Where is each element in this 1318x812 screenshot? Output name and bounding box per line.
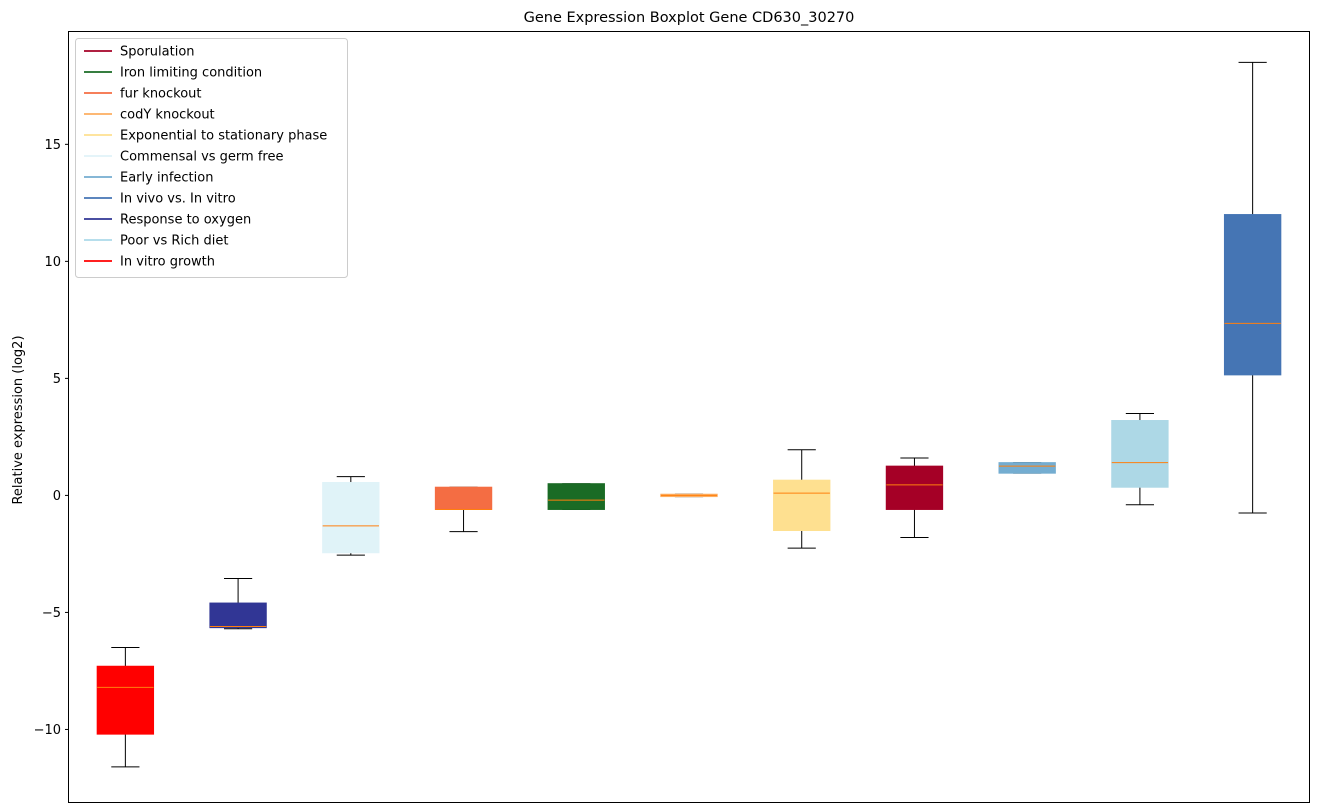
legend-item: Iron limiting condition — [84, 66, 262, 81]
box-8 — [885, 457, 944, 539]
box-4 — [434, 486, 493, 533]
legend-label: Exponential to stationary phase — [120, 129, 327, 144]
box-2 — [209, 577, 267, 630]
box-10 — [1111, 412, 1169, 506]
box-body — [998, 462, 1056, 474]
y-axis-ticks: −10 −5 0 5 10 15 — [34, 138, 69, 738]
box-body — [322, 482, 380, 554]
legend-label: Poor vs Rich diet — [120, 234, 228, 249]
box-body — [1223, 214, 1282, 376]
y-tick-label: −10 — [34, 723, 61, 738]
y-tick-label: 5 — [53, 372, 61, 387]
box-body — [773, 479, 831, 532]
legend-frame — [75, 38, 348, 278]
legend-label: Response to oxygen — [120, 213, 251, 228]
y-tick-label: 15 — [44, 138, 61, 153]
box-body — [547, 483, 605, 510]
y-tick-label: 10 — [44, 255, 61, 270]
legend-item: In vitro growth — [84, 255, 215, 270]
plot-frame — [68, 31, 1310, 803]
legend-label: Early infection — [120, 171, 213, 186]
legend-item: fur knockout — [84, 87, 202, 102]
legend-item: Response to oxygen — [84, 213, 251, 228]
box-body — [209, 602, 267, 629]
box-7 — [773, 449, 831, 549]
legend-label: In vivo vs. In vitro — [120, 192, 236, 207]
box-body — [434, 486, 493, 510]
box-body — [885, 465, 944, 510]
legend-item: Exponential to stationary phase — [84, 129, 327, 144]
box-1 — [96, 647, 155, 768]
box-5 — [547, 483, 605, 510]
legend-item: Early infection — [84, 171, 213, 186]
y-tick-label: 0 — [53, 489, 61, 504]
legend-item: Commensal vs germ free — [84, 150, 283, 165]
y-axis-label: Relative expression (log2) — [11, 335, 26, 504]
legend-label: In vitro growth — [120, 255, 215, 270]
box-body — [1111, 420, 1169, 488]
legend-label: Sporulation — [120, 45, 195, 60]
box-11 — [1223, 61, 1282, 514]
legend-label: Iron limiting condition — [120, 66, 262, 81]
legend-label: Commensal vs germ free — [120, 150, 283, 165]
legend-item: In vivo vs. In vitro — [84, 192, 236, 207]
legend-item: Sporulation — [84, 45, 195, 60]
y-tick-label: −5 — [42, 606, 61, 621]
legend-item: codY knockout — [84, 108, 215, 123]
legend-label: fur knockout — [120, 87, 202, 102]
legend-item: Poor vs Rich diet — [84, 234, 228, 249]
box-body — [96, 665, 155, 735]
box-9 — [998, 462, 1056, 474]
box-series — [96, 61, 1282, 768]
box-6 — [660, 493, 718, 498]
chart-title: Gene Expression Boxplot Gene CD630_30270 — [524, 10, 855, 26]
legend: Sporulation Iron limiting condition fur kn… — [75, 38, 348, 278]
legend-label: codY knockout — [120, 108, 215, 123]
box-3 — [322, 476, 380, 556]
